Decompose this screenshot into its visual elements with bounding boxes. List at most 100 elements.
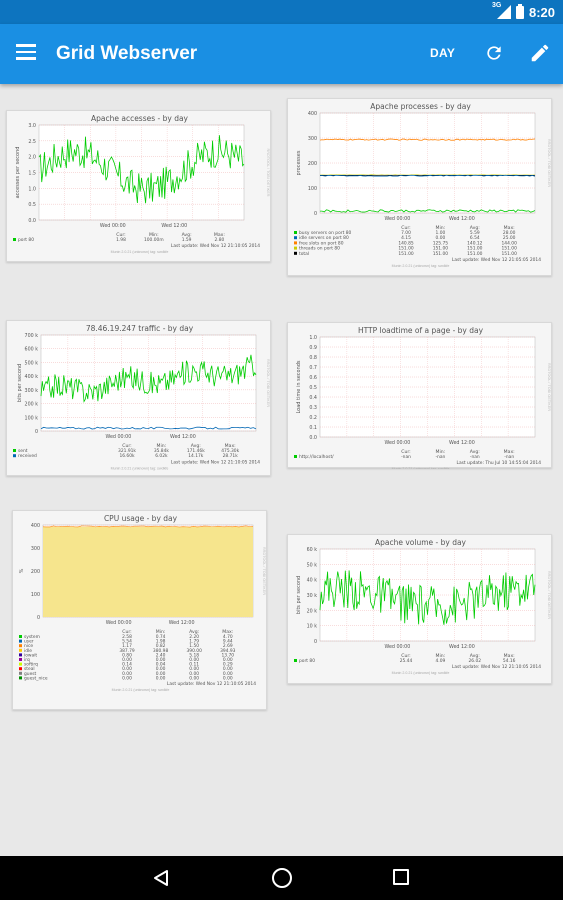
x-tick-label: Wed 00:00 — [100, 223, 126, 229]
legend-max: 0.29 — [223, 662, 233, 668]
recent-apps-icon[interactable] — [393, 869, 409, 885]
legend-cur: 1.17 — [122, 643, 132, 649]
legend-max: 151.00 — [502, 251, 518, 257]
legend-swatch — [19, 648, 22, 652]
legend-max: 394.93 — [220, 648, 236, 654]
legend-max: 0.00 — [223, 675, 233, 681]
page-title: Grid Webserver — [56, 43, 198, 64]
y-tick-label: 0 — [37, 615, 40, 621]
legend-swatch — [19, 671, 22, 675]
legend-avg: 1.50 — [189, 643, 199, 649]
y-tick-label: 20 k — [307, 608, 318, 614]
graph-traffic[interactable]: 78.46.19.247 traffic - by day 700 k 600 k 5… — [6, 320, 271, 476]
legend-name: free slots on port 80 — [299, 240, 344, 246]
legend-max: 9.44 — [223, 639, 233, 645]
legend-swatch — [19, 639, 22, 643]
legend-max: 25.00 — [503, 235, 516, 241]
stat-header: Min: — [157, 443, 167, 449]
side-tag: RRDTOOL / TOBI OETIKER — [547, 571, 551, 619]
side-tag: RRDTOOL / TOBI OETIKER — [547, 363, 551, 411]
y-tick-label: 0.9 — [309, 345, 317, 351]
stat-header: Cur: — [122, 629, 132, 635]
graph-apache-volume[interactable]: Apache volume - by day 60 k 50 k 40 k 30 k 20… — [287, 534, 552, 684]
legend-avg: 171.46k — [187, 448, 205, 454]
y-tick-label: 0.0 — [28, 218, 36, 224]
y-tick-label: 40 k — [307, 578, 318, 584]
legend-avg: 140.12 — [467, 240, 483, 246]
back-icon[interactable] — [152, 869, 170, 887]
stat-header: Max: — [504, 225, 515, 231]
edit-icon[interactable] — [529, 42, 551, 64]
legend-min: 1.98 — [156, 639, 166, 645]
stat-header: Cur: — [401, 653, 411, 659]
series-top-band — [42, 525, 254, 528]
legend-max: 144.00 — [502, 240, 518, 246]
home-icon[interactable] — [272, 868, 292, 888]
period-day-button[interactable]: DAY — [430, 46, 456, 60]
legend-name: softirq — [24, 662, 38, 668]
series-port-80 — [319, 570, 536, 625]
legend-max: 2.69 — [223, 643, 233, 649]
y-tick-label: 700 k — [25, 333, 39, 339]
y-axis-label: bits per second — [17, 364, 23, 402]
legend-name: system — [24, 634, 40, 640]
legend-min: 151.00 — [433, 246, 449, 252]
side-tag: RRDTOOL / TOBI OETIKER — [266, 149, 270, 197]
legend-min: 4.09 — [436, 658, 446, 664]
y-tick-label: 0.5 — [28, 202, 36, 208]
legend-cur: 140.85 — [398, 240, 414, 246]
side-tag: RRDTOOL / TOBI OETIKER — [266, 359, 270, 407]
legend-cur: 4.15 — [401, 235, 411, 241]
graph-cpu-usage[interactable]: CPU usage - by day 400 300 200 100 0 Wed 00:00… — [12, 510, 267, 710]
legend-cur: 151.00 — [398, 251, 414, 257]
legend-avg: 0.00 — [189, 675, 199, 681]
legend-min: 6.02k — [155, 453, 168, 459]
legend-avg: 151.00 — [467, 251, 483, 257]
stat-header: Avg: — [470, 653, 481, 659]
legend-cur: -nan — [401, 455, 411, 460]
legend-cur: 5.54 — [122, 639, 132, 645]
graph-apache-accesses[interactable]: Apache accesses - by day 3.0 2.5 2.0 1.5 1.0 0… — [6, 110, 271, 262]
legend-avg: 26.02 — [469, 658, 482, 664]
x-tick-label: Wed 12:00 — [449, 216, 475, 222]
y-tick-label: 2.5 — [28, 139, 36, 145]
legend-cur: 7.00 — [401, 230, 411, 236]
y-tick-label: 1.0 — [28, 186, 36, 192]
legend-cur: 0.00 — [122, 666, 132, 672]
y-tick-label: 400 k — [25, 374, 39, 380]
y-tick-label: 200 k — [25, 402, 39, 408]
y-tick-label: 2.0 — [28, 155, 36, 161]
graph-apache-processes[interactable]: Apache processes - by day 400 300 200 100 0 We… — [287, 98, 552, 276]
side-tag: RRDTOOL / TOBI OETIKER — [547, 139, 551, 187]
series-idle-servers — [319, 174, 536, 177]
series-port-80 — [38, 135, 245, 204]
legend-name: irq — [24, 657, 30, 663]
y-tick-label: 30 k — [307, 593, 318, 599]
legend-avg: 5.18 — [189, 652, 199, 658]
legend-avg: 151.00 — [467, 246, 483, 252]
legend-swatch — [19, 635, 22, 638]
legend-name: received — [18, 453, 37, 459]
legend-avg: -nan — [470, 455, 480, 460]
y-axis-label: Load time in seconds — [296, 360, 302, 413]
legend-swatch — [13, 449, 16, 452]
menu-icon[interactable] — [16, 44, 36, 60]
y-tick-label: 500 k — [25, 360, 39, 366]
refresh-icon[interactable] — [484, 43, 504, 63]
legend-swatch — [19, 667, 22, 671]
stat-header: Avg: — [189, 629, 200, 635]
legend-cur: 16.60k — [119, 453, 135, 459]
stat-header: Min: — [149, 232, 159, 238]
stat-header: Max: — [214, 232, 225, 238]
y-tick-label: 10 k — [307, 624, 318, 630]
graph-footer: Munin 2.0.21 (unknown) tag: swdkfe — [111, 250, 169, 254]
legend-min: 0.82 — [156, 643, 166, 649]
legend-name: guest_nice — [24, 675, 48, 681]
clock: 8:20 — [528, 4, 555, 20]
legend-name: iowait — [24, 652, 37, 658]
y-tick-label: 300 — [308, 136, 317, 142]
graph-http-loadtime[interactable]: HTTP loadtime of a page - by day 1.0 0.9 0.… — [287, 322, 552, 469]
legend-cur: 1.98 — [116, 237, 126, 243]
network-type: 3G — [491, 2, 502, 9]
legend-name: guest — [24, 671, 37, 677]
